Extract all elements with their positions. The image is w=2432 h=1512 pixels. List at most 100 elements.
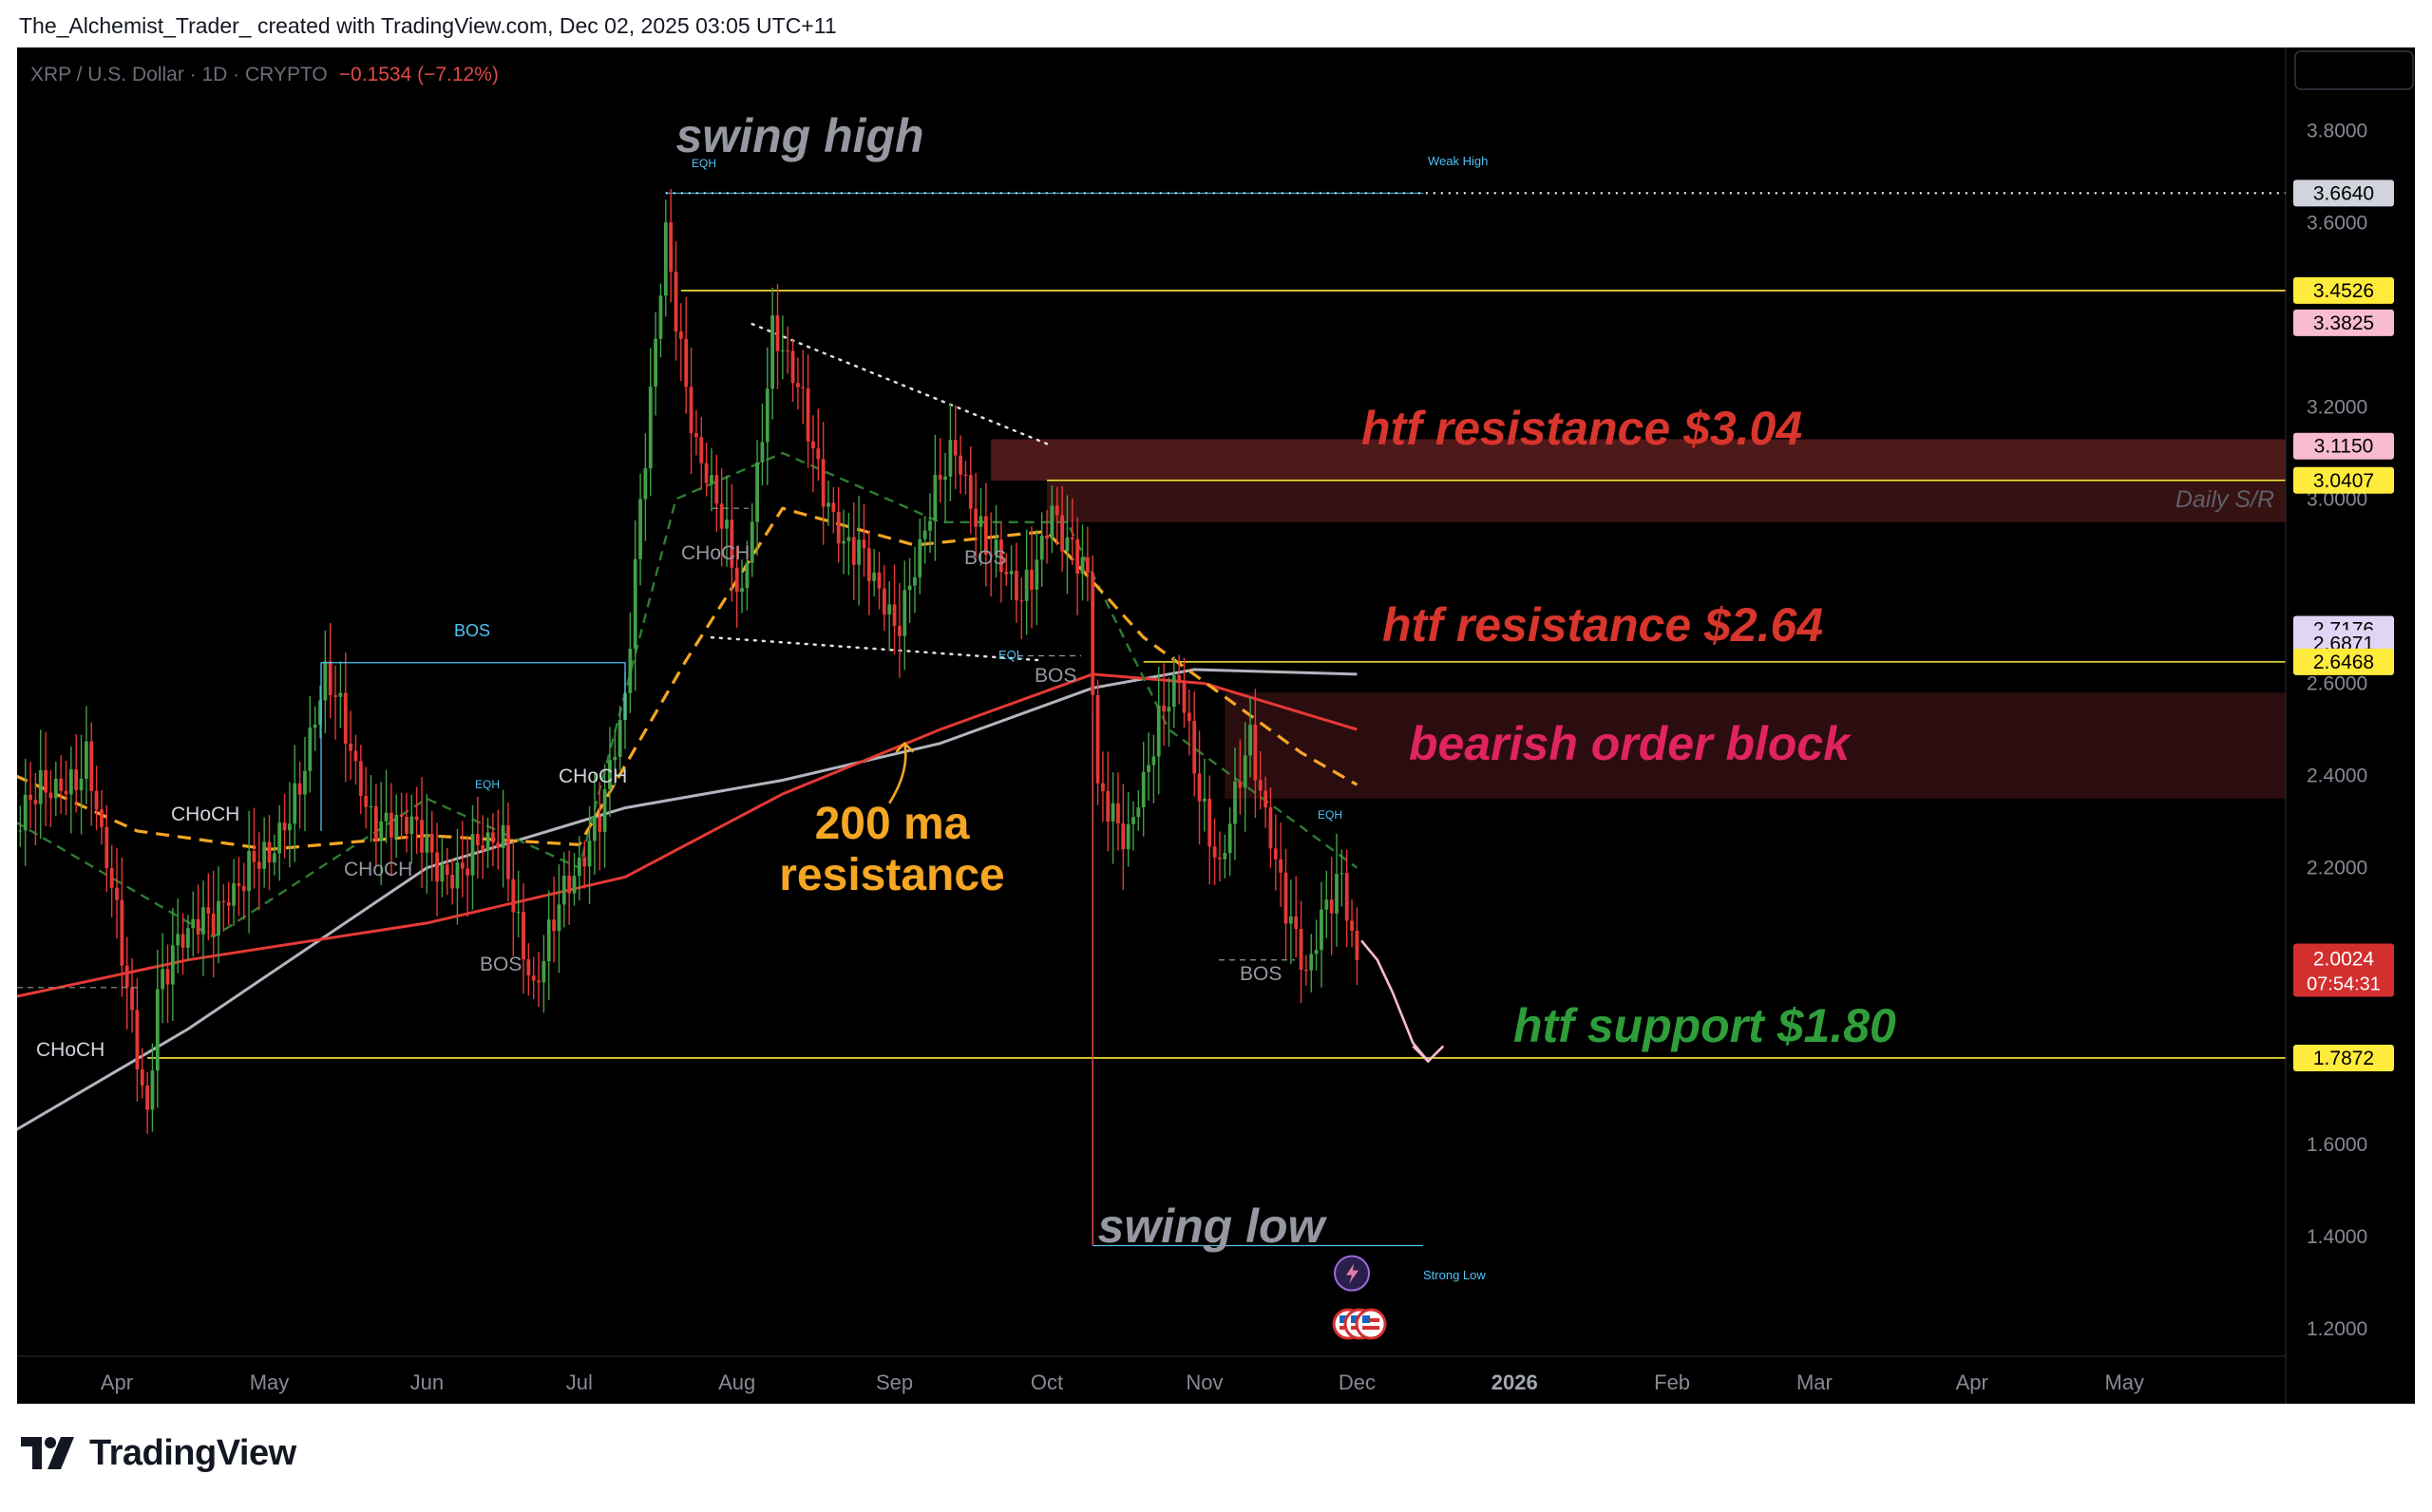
y-tick-label: 1.2000 (2307, 1318, 2367, 1340)
candle-body (633, 558, 637, 650)
tradingview-logo[interactable]: TradingView (21, 1432, 296, 1474)
candle-body (74, 769, 79, 791)
zone-1 (991, 439, 2286, 482)
candle-body (262, 841, 267, 869)
candle-body (821, 459, 826, 507)
candle-body (678, 331, 683, 339)
bos-label-blue: BOS (454, 621, 490, 640)
candle-body (638, 499, 642, 559)
candle-body (1060, 515, 1064, 552)
candle-body (983, 516, 988, 555)
candle-body (1355, 931, 1359, 960)
candle-body (922, 530, 927, 539)
candle-body (780, 350, 785, 352)
candle-body (913, 576, 917, 586)
eqh-label-3: EQH (1318, 808, 1342, 822)
htf-support-label: htf support $1.80 (1513, 999, 1896, 1052)
candle-body (704, 463, 709, 483)
candle-body (191, 918, 196, 929)
candle-body (628, 649, 633, 693)
currency-button[interactable] (2294, 50, 2414, 90)
candle-body (790, 350, 795, 384)
candle-body (1101, 783, 1105, 791)
price-chart[interactable]: swing high swing low htf resistance $3.04 h… (17, 47, 2415, 1404)
candle-body (587, 841, 592, 867)
candle-body (674, 272, 678, 331)
candle-body (938, 475, 942, 481)
candle-body (775, 315, 780, 351)
candle-body (745, 562, 750, 589)
candle-body (1268, 807, 1273, 849)
candle-body (552, 919, 556, 932)
candle-body (1253, 725, 1258, 781)
candle-body (613, 756, 618, 761)
candle-body (1335, 874, 1339, 914)
symbol-label[interactable]: XRP / U.S. Dollar · 1D · CRYPTO (30, 64, 328, 85)
candle-body (734, 567, 739, 592)
candle-body (1187, 712, 1191, 722)
candle-body (180, 934, 185, 948)
candle-body (801, 387, 806, 388)
candle-body (760, 442, 765, 463)
candle-body (872, 572, 877, 581)
candle-body (252, 851, 256, 862)
candle-body (770, 315, 775, 389)
candle-body (836, 511, 841, 544)
candle-body (862, 539, 866, 549)
candle-body (689, 387, 694, 434)
candle-body (358, 761, 363, 797)
candle-body (999, 539, 1003, 573)
candle-body (1080, 557, 1085, 575)
candle-body (28, 794, 32, 801)
candle-body (1350, 920, 1354, 932)
candle-body (602, 789, 607, 832)
us-flag-canton (1362, 1315, 1371, 1324)
candle-body (313, 725, 317, 728)
candle-body (669, 222, 674, 273)
candle-body (405, 817, 408, 835)
candle-body (1248, 725, 1252, 756)
candle-body (1233, 781, 1237, 824)
us-flag-event-icon-3[interactable] (1355, 1308, 1387, 1340)
candle-body (1167, 707, 1171, 712)
candle-body (1299, 929, 1303, 971)
chart-area[interactable]: swing high swing low htf resistance $3.04 h… (17, 47, 2415, 1404)
price-label-3.3825: 3.3825 (2313, 312, 2374, 334)
eql-label: EQL (998, 648, 1023, 662)
swing-high-label: swing high (676, 109, 924, 162)
candle-body (1288, 916, 1293, 924)
candle-body (1151, 756, 1156, 765)
candle-body (1054, 505, 1059, 516)
candle-body (155, 989, 160, 1071)
candle-body (963, 474, 968, 476)
tradingview-logo-text: TradingView (89, 1432, 296, 1473)
candle-body (1095, 694, 1100, 784)
y-tick-label: 3.6000 (2307, 212, 2367, 234)
candle-body (308, 728, 313, 771)
candle-body (48, 792, 53, 799)
x-tick-label: Mar (1796, 1370, 1833, 1394)
candle-body (440, 864, 445, 882)
ma-orange-dashed-line (17, 506, 1358, 851)
current-price-label: 2.0024 (2313, 949, 2375, 971)
candle-body (648, 386, 653, 469)
x-tick-label: May (250, 1370, 290, 1394)
candle-body (496, 842, 501, 848)
y-tick-label: 2.2000 (2307, 858, 2367, 879)
candle-body (135, 1010, 140, 1070)
candle-body (130, 987, 134, 1011)
candle-body (765, 388, 770, 443)
candle-body (618, 720, 622, 757)
candle-body (1116, 803, 1120, 823)
candle-body (140, 1069, 144, 1086)
candle-body (546, 919, 551, 962)
candle-body (89, 741, 94, 791)
candle-body (526, 959, 531, 976)
candle-body (323, 661, 328, 701)
ma-resistance-arrowhead (895, 741, 915, 753)
candle-body (379, 821, 384, 841)
us-flag-stripe (1362, 1326, 1380, 1331)
candle-body (211, 913, 216, 936)
candle-body (598, 816, 602, 832)
ma-green-dashed-line (17, 451, 1358, 938)
